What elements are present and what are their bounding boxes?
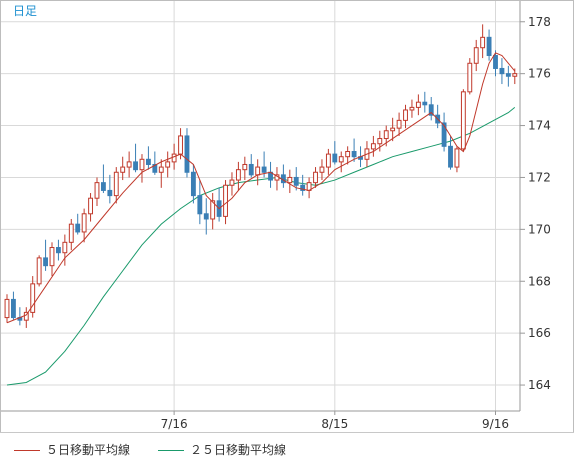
- candle-down: [100, 182, 106, 191]
- candle-up: [94, 182, 100, 199]
- candle-down: [190, 171, 196, 197]
- candle-down: [133, 161, 138, 171]
- ma25-layer: [6, 107, 516, 386]
- candle-up: [396, 119, 402, 129]
- candle-up: [81, 213, 87, 233]
- y-tick-label: 172: [528, 170, 551, 184]
- candle-down: [145, 158, 151, 165]
- candle-up: [338, 156, 344, 163]
- candle-up: [88, 197, 93, 215]
- candle-up: [370, 143, 376, 150]
- candle-up: [242, 163, 248, 171]
- candle-down: [351, 151, 357, 158]
- candle-down: [332, 153, 338, 163]
- y-tick-label: 174: [528, 119, 551, 133]
- legend-label-ma5: ５日移動平均線: [46, 443, 131, 457]
- candle-down: [261, 166, 267, 173]
- ma5-line: [6, 52, 516, 324]
- chart-svg: 日足 1641661681701721741761787/168/159/161…: [0, 0, 574, 432]
- candle-up: [473, 47, 479, 64]
- y-tick-label: 170: [528, 222, 551, 236]
- x-tick-label: 9/16: [482, 417, 509, 431]
- y-tick-label: 168: [528, 274, 551, 288]
- ma25-line: [6, 107, 516, 386]
- legend-bar: ５日移動平均線 ２５日移動平均線: [0, 432, 574, 463]
- y-tick-label: 164: [528, 378, 551, 392]
- candle-up: [345, 151, 351, 158]
- candle-down: [505, 73, 511, 77]
- legend-line-ma5: [14, 450, 40, 451]
- candle-down: [184, 135, 190, 173]
- candle-up: [68, 223, 74, 243]
- candle-up: [409, 106, 415, 111]
- candle-up: [377, 138, 383, 145]
- candle-up: [49, 247, 55, 267]
- candle-up: [62, 241, 68, 254]
- candle-up: [120, 166, 126, 173]
- candle-down: [55, 247, 61, 254]
- candle-up: [113, 171, 119, 197]
- candle-up: [4, 298, 10, 319]
- candle-up: [313, 171, 318, 184]
- x-tick-label: 8/15: [321, 417, 348, 431]
- candle-down: [75, 223, 81, 233]
- candle-down: [486, 36, 492, 56]
- candle-down: [428, 104, 434, 116]
- candle-down: [43, 257, 48, 267]
- candle-up: [319, 166, 325, 173]
- candle-layer: [4, 24, 518, 328]
- ma5-layer: [6, 52, 516, 324]
- candle-down: [152, 163, 158, 173]
- candle-up: [454, 148, 460, 168]
- candle-up: [36, 257, 42, 285]
- candle-up: [210, 200, 216, 220]
- label-layer: 日足 1641661681701721741761787/168/159/161…: [13, 4, 551, 431]
- candle-up: [480, 36, 486, 49]
- candle-up: [403, 109, 408, 121]
- candle-down: [293, 176, 299, 186]
- y-tick-label: 178: [528, 15, 551, 29]
- candle-up: [390, 127, 396, 132]
- candle-up: [512, 73, 518, 77]
- candle-down: [107, 189, 113, 197]
- candle-down: [203, 213, 209, 220]
- candle-up: [287, 176, 293, 184]
- candle-down: [197, 195, 203, 215]
- legend-item-ma5: ５日移動平均線: [14, 441, 130, 458]
- candle-down: [10, 298, 16, 319]
- candle-down: [422, 101, 428, 106]
- candle-down: [300, 184, 306, 191]
- candle-down: [248, 163, 254, 176]
- candle-up: [171, 153, 177, 163]
- candle-up: [460, 91, 466, 150]
- candle-up: [126, 161, 132, 168]
- candle-up: [415, 101, 421, 108]
- candle-up: [165, 161, 171, 168]
- candle-up: [325, 153, 331, 168]
- legend-item-ma25: ２５日移動平均線: [158, 441, 286, 458]
- candle-up: [383, 130, 389, 140]
- candle-down: [448, 145, 453, 168]
- candle-up: [223, 184, 228, 217]
- y-tick-label: 176: [528, 67, 551, 81]
- candle-up: [30, 283, 36, 313]
- legend-line-ma25: [158, 450, 184, 451]
- y-tick-label: 166: [528, 326, 551, 340]
- candle-up: [139, 158, 145, 171]
- candle-down: [441, 122, 447, 147]
- period-label[interactable]: 日足: [13, 4, 37, 18]
- legend-label-ma25: ２５日移動平均線: [190, 443, 287, 457]
- candle-up: [158, 166, 164, 173]
- candle-up: [229, 179, 235, 186]
- x-tick-label: 7/16: [161, 417, 188, 431]
- candle-up: [178, 135, 183, 155]
- candle-down: [499, 67, 505, 75]
- candle-up: [255, 166, 261, 176]
- grid-layer: [1, 1, 525, 415]
- candle-up: [467, 62, 473, 93]
- candle-up: [235, 169, 241, 181]
- candle-down: [493, 54, 498, 69]
